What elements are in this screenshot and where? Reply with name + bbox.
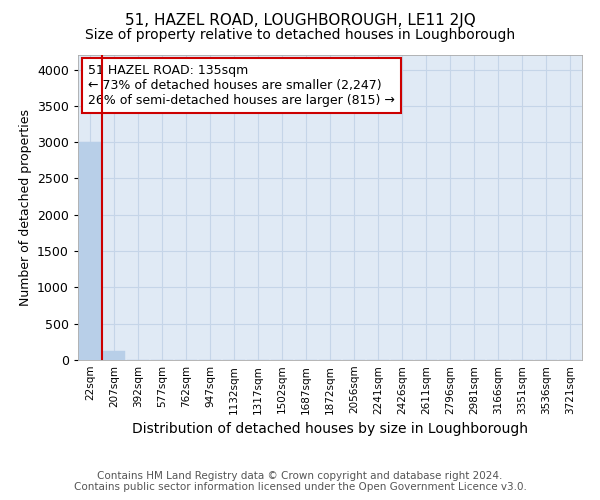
Text: Size of property relative to detached houses in Loughborough: Size of property relative to detached ho…: [85, 28, 515, 42]
Text: Contains HM Land Registry data © Crown copyright and database right 2024.
Contai: Contains HM Land Registry data © Crown c…: [74, 471, 526, 492]
Text: 51, HAZEL ROAD, LOUGHBOROUGH, LE11 2JQ: 51, HAZEL ROAD, LOUGHBOROUGH, LE11 2JQ: [125, 12, 475, 28]
X-axis label: Distribution of detached houses by size in Loughborough: Distribution of detached houses by size …: [132, 422, 528, 436]
Bar: [79, 142, 101, 360]
Bar: [103, 352, 125, 360]
Y-axis label: Number of detached properties: Number of detached properties: [19, 109, 32, 306]
Text: 51 HAZEL ROAD: 135sqm
← 73% of detached houses are smaller (2,247)
26% of semi-d: 51 HAZEL ROAD: 135sqm ← 73% of detached …: [88, 64, 395, 107]
